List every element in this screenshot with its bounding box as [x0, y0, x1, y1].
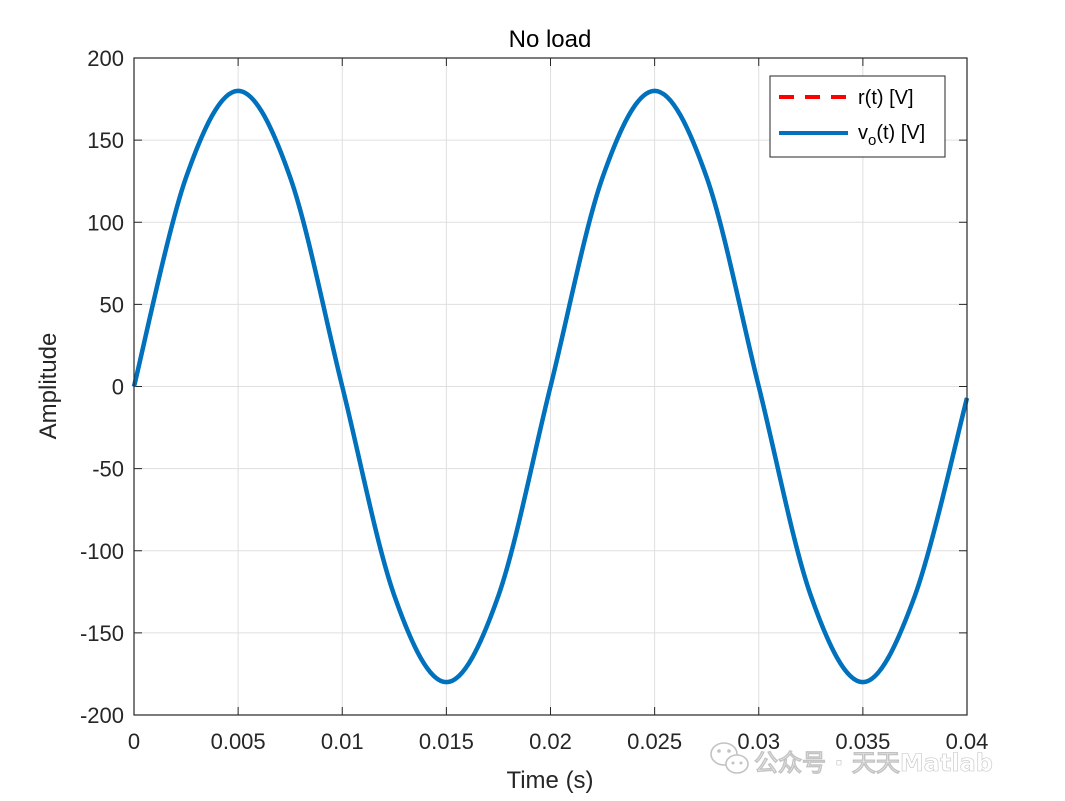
- x-axis-label: Time (s): [506, 767, 593, 794]
- x-tick-labels: 0 0.005 0.01 0.015 0.02 0.025 0.03 0.035 0.04: [128, 729, 989, 754]
- series-layer: [131, 88, 970, 685]
- legend-label-vo-subscript: o: [868, 132, 876, 149]
- x-tick-label: 0.04: [946, 729, 989, 754]
- y-tick-label: 0: [112, 375, 124, 400]
- x-tick-label: 0: [128, 729, 140, 754]
- axes-frame: [133, 57, 968, 716]
- y-tick-label: 100: [87, 210, 124, 235]
- x-tick-label: 0.035: [835, 729, 890, 754]
- y-tick-label: 50: [100, 292, 124, 317]
- y-tick-label: -200: [80, 703, 124, 728]
- y-tick-label: 150: [87, 128, 124, 153]
- x-tick-label: 0.025: [627, 729, 682, 754]
- legend-label-vo-main: v: [858, 122, 868, 144]
- y-axis-label: Amplitude: [35, 333, 62, 440]
- legend-label-r: r(t) [V]: [858, 87, 914, 109]
- legend-box: [769, 75, 946, 158]
- series-line-vo: [131, 88, 970, 685]
- x-tick-label: 0.02: [529, 729, 572, 754]
- legend: r(t) [V] vo(t) [V]: [769, 75, 946, 158]
- x-tick-label: 0.03: [737, 729, 780, 754]
- y-tick-label: -100: [80, 539, 124, 564]
- y-tick-label: -150: [80, 621, 124, 646]
- y-tick-label: -50: [92, 457, 124, 482]
- watermark-text: 公众号 · 天天Matlab: [754, 749, 993, 777]
- x-tick-label: 0.005: [211, 729, 266, 754]
- wechat-icon: [710, 742, 749, 774]
- x-tick-label: 0.01: [321, 729, 364, 754]
- watermark: 公众号 · 天天Matlab: [710, 742, 993, 777]
- x-tick-label: 0.015: [419, 729, 474, 754]
- y-tick-labels: -200 -150 -100 -50 0 50 100 150 200: [80, 46, 124, 728]
- plot-area: [131, 57, 970, 716]
- legend-label-vo-suffix: (t) [V]: [876, 122, 925, 144]
- legend-label-vo: vo(t) [V]: [858, 122, 925, 149]
- chart-title: No load: [509, 26, 592, 53]
- y-tick-label: 200: [87, 46, 124, 71]
